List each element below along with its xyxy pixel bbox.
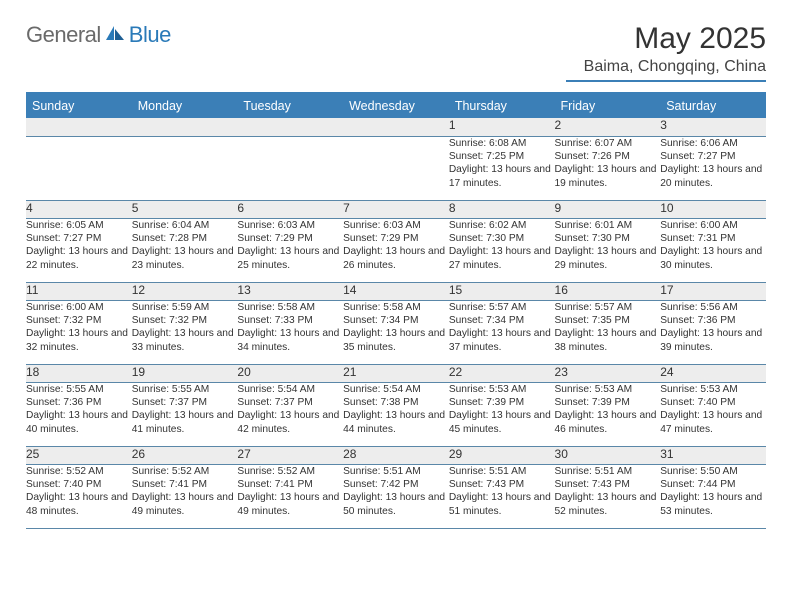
day-detail-cell: Sunrise: 5:58 AMSunset: 7:33 PMDaylight:… xyxy=(237,300,343,364)
day-number-cell: 1 xyxy=(449,118,555,136)
calendar-body: 123 Sunrise: 6:08 AMSunset: 7:25 PMDayli… xyxy=(26,118,766,528)
brand-word-blue: Blue xyxy=(129,22,171,48)
day-detail-cell: Sunrise: 5:53 AMSunset: 7:39 PMDaylight:… xyxy=(555,382,661,446)
day-detail-cell: Sunrise: 5:51 AMSunset: 7:42 PMDaylight:… xyxy=(343,464,449,528)
day-number-cell: 11 xyxy=(26,282,132,300)
location-text: Baima, Chongqing, China xyxy=(566,58,766,82)
day-detail-cell: Sunrise: 5:55 AMSunset: 7:36 PMDaylight:… xyxy=(26,382,132,446)
day-number-cell: 31 xyxy=(660,446,766,464)
day-detail-row: Sunrise: 6:05 AMSunset: 7:27 PMDaylight:… xyxy=(26,218,766,282)
day-number-cell: 6 xyxy=(237,200,343,218)
day-number-cell: 29 xyxy=(449,446,555,464)
day-detail-cell: Sunrise: 5:50 AMSunset: 7:44 PMDaylight:… xyxy=(660,464,766,528)
day-detail-cell: Sunrise: 6:02 AMSunset: 7:30 PMDaylight:… xyxy=(449,218,555,282)
day-number-cell: 25 xyxy=(26,446,132,464)
day-detail-cell: Sunrise: 6:00 AMSunset: 7:32 PMDaylight:… xyxy=(26,300,132,364)
day-detail-row: Sunrise: 6:08 AMSunset: 7:25 PMDaylight:… xyxy=(26,136,766,200)
day-number-row: 45678910 xyxy=(26,200,766,218)
day-number-cell xyxy=(343,118,449,136)
day-number-cell xyxy=(237,118,343,136)
day-detail-cell: Sunrise: 5:56 AMSunset: 7:36 PMDaylight:… xyxy=(660,300,766,364)
day-number-cell: 16 xyxy=(555,282,661,300)
day-number-cell: 13 xyxy=(237,282,343,300)
day-number-cell xyxy=(26,118,132,136)
day-detail-cell: Sunrise: 6:03 AMSunset: 7:29 PMDaylight:… xyxy=(237,218,343,282)
day-detail-cell: Sunrise: 5:52 AMSunset: 7:41 PMDaylight:… xyxy=(132,464,238,528)
calendar-table: Sunday Monday Tuesday Wednesday Thursday… xyxy=(26,94,766,529)
day-detail-cell: Sunrise: 5:54 AMSunset: 7:38 PMDaylight:… xyxy=(343,382,449,446)
day-number-cell: 2 xyxy=(555,118,661,136)
day-detail-cell xyxy=(26,136,132,200)
weekday-header: Friday xyxy=(555,94,661,118)
day-number-row: 18192021222324 xyxy=(26,364,766,382)
day-number-cell: 28 xyxy=(343,446,449,464)
day-detail-cell: Sunrise: 5:52 AMSunset: 7:41 PMDaylight:… xyxy=(237,464,343,528)
brand-logo: General Blue xyxy=(26,22,171,48)
page-header: General Blue May 2025 Baima, Chongqing, … xyxy=(26,22,766,82)
day-detail-cell: Sunrise: 6:04 AMSunset: 7:28 PMDaylight:… xyxy=(132,218,238,282)
day-number-cell: 17 xyxy=(660,282,766,300)
day-detail-cell: Sunrise: 6:08 AMSunset: 7:25 PMDaylight:… xyxy=(449,136,555,200)
day-detail-row: Sunrise: 5:55 AMSunset: 7:36 PMDaylight:… xyxy=(26,382,766,446)
day-detail-cell: Sunrise: 6:03 AMSunset: 7:29 PMDaylight:… xyxy=(343,218,449,282)
day-number-row: 25262728293031 xyxy=(26,446,766,464)
day-detail-cell: Sunrise: 6:06 AMSunset: 7:27 PMDaylight:… xyxy=(660,136,766,200)
day-detail-cell: Sunrise: 5:51 AMSunset: 7:43 PMDaylight:… xyxy=(449,464,555,528)
day-number-cell: 22 xyxy=(449,364,555,382)
day-detail-cell: Sunrise: 6:00 AMSunset: 7:31 PMDaylight:… xyxy=(660,218,766,282)
day-number-cell: 26 xyxy=(132,446,238,464)
weekday-header: Thursday xyxy=(449,94,555,118)
day-number-cell: 21 xyxy=(343,364,449,382)
day-number-cell: 8 xyxy=(449,200,555,218)
day-number-cell: 27 xyxy=(237,446,343,464)
day-detail-cell: Sunrise: 5:51 AMSunset: 7:43 PMDaylight:… xyxy=(555,464,661,528)
day-number-row: 11121314151617 xyxy=(26,282,766,300)
day-number-cell: 24 xyxy=(660,364,766,382)
brand-word-general: General xyxy=(26,22,101,48)
day-number-cell: 30 xyxy=(555,446,661,464)
day-number-cell: 14 xyxy=(343,282,449,300)
day-number-row: 123 xyxy=(26,118,766,136)
day-detail-cell xyxy=(237,136,343,200)
day-number-cell: 9 xyxy=(555,200,661,218)
weekday-header-row: Sunday Monday Tuesday Wednesday Thursday… xyxy=(26,94,766,118)
day-number-cell: 12 xyxy=(132,282,238,300)
day-number-cell xyxy=(132,118,238,136)
day-detail-row: Sunrise: 6:00 AMSunset: 7:32 PMDaylight:… xyxy=(26,300,766,364)
day-detail-cell xyxy=(343,136,449,200)
day-detail-cell: Sunrise: 5:55 AMSunset: 7:37 PMDaylight:… xyxy=(132,382,238,446)
page-title: May 2025 xyxy=(566,22,766,56)
day-number-cell: 4 xyxy=(26,200,132,218)
day-number-cell: 23 xyxy=(555,364,661,382)
day-detail-cell: Sunrise: 5:59 AMSunset: 7:32 PMDaylight:… xyxy=(132,300,238,364)
day-detail-cell: Sunrise: 5:57 AMSunset: 7:34 PMDaylight:… xyxy=(449,300,555,364)
weekday-header: Wednesday xyxy=(343,94,449,118)
day-detail-cell: Sunrise: 5:57 AMSunset: 7:35 PMDaylight:… xyxy=(555,300,661,364)
weekday-header: Monday xyxy=(132,94,238,118)
day-number-cell: 7 xyxy=(343,200,449,218)
day-detail-row: Sunrise: 5:52 AMSunset: 7:40 PMDaylight:… xyxy=(26,464,766,528)
brand-sail-icon xyxy=(104,23,126,48)
weekday-header: Sunday xyxy=(26,94,132,118)
day-detail-cell: Sunrise: 6:07 AMSunset: 7:26 PMDaylight:… xyxy=(555,136,661,200)
day-detail-cell xyxy=(132,136,238,200)
day-detail-cell: Sunrise: 6:01 AMSunset: 7:30 PMDaylight:… xyxy=(555,218,661,282)
day-detail-cell: Sunrise: 5:53 AMSunset: 7:40 PMDaylight:… xyxy=(660,382,766,446)
day-detail-cell: Sunrise: 6:05 AMSunset: 7:27 PMDaylight:… xyxy=(26,218,132,282)
weekday-header: Tuesday xyxy=(237,94,343,118)
header-right: May 2025 Baima, Chongqing, China xyxy=(566,22,766,82)
day-number-cell: 20 xyxy=(237,364,343,382)
day-number-cell: 15 xyxy=(449,282,555,300)
day-detail-cell: Sunrise: 5:53 AMSunset: 7:39 PMDaylight:… xyxy=(449,382,555,446)
weekday-header: Saturday xyxy=(660,94,766,118)
day-detail-cell: Sunrise: 5:58 AMSunset: 7:34 PMDaylight:… xyxy=(343,300,449,364)
day-number-cell: 18 xyxy=(26,364,132,382)
day-number-cell: 19 xyxy=(132,364,238,382)
day-number-cell: 5 xyxy=(132,200,238,218)
day-number-cell: 3 xyxy=(660,118,766,136)
day-detail-cell: Sunrise: 5:54 AMSunset: 7:37 PMDaylight:… xyxy=(237,382,343,446)
day-detail-cell: Sunrise: 5:52 AMSunset: 7:40 PMDaylight:… xyxy=(26,464,132,528)
day-number-cell: 10 xyxy=(660,200,766,218)
